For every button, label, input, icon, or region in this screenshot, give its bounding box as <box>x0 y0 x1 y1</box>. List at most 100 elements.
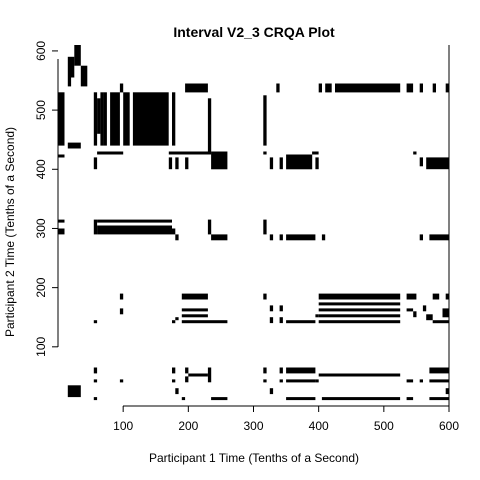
recurrence-block <box>74 45 81 66</box>
recurrence-block <box>211 234 228 241</box>
recurrence-block <box>419 234 423 241</box>
recurrence-block <box>318 308 401 312</box>
recurrence-block <box>263 95 267 146</box>
recurrence-block <box>58 92 65 146</box>
chart-title: Interval V2_3 CRQA Plot <box>173 24 335 40</box>
recurrence-block <box>429 367 449 374</box>
recurrence-block <box>175 388 179 395</box>
recurrence-block <box>279 305 283 312</box>
recurrence-block <box>432 320 449 324</box>
recurrence-block <box>188 373 208 377</box>
recurrence-block <box>269 317 274 324</box>
recurrence-block <box>172 320 176 324</box>
x-axis-label: Participant 1 Time (Tenths of a Second) <box>149 451 359 465</box>
recurrence-block <box>419 157 423 167</box>
recurrence-block <box>422 305 427 312</box>
recurrence-block <box>93 397 98 401</box>
y-tick-label: 600 <box>34 41 48 61</box>
recurrence-block <box>181 320 228 324</box>
recurrence-block <box>93 219 98 235</box>
recurrence-block <box>207 219 212 235</box>
recurrence-block <box>286 154 313 170</box>
recurrence-block <box>318 302 401 306</box>
recurrence-block <box>71 56 75 78</box>
recurrence-block <box>103 92 107 146</box>
recurrence-block <box>269 388 274 395</box>
x-tick-label: 100 <box>113 419 133 433</box>
recurrence-block <box>279 157 283 170</box>
recurrence-block <box>426 157 449 170</box>
plot-area <box>58 45 450 406</box>
recurrence-block <box>119 293 124 300</box>
recurrence-block <box>123 92 130 146</box>
recurrence-block <box>279 367 283 374</box>
recurrence-block <box>211 151 228 170</box>
recurrence-block <box>132 92 169 146</box>
recurrence-block <box>97 151 124 155</box>
recurrence-block <box>286 397 316 401</box>
recurrence-block <box>119 379 124 383</box>
recurrence-block <box>175 157 179 170</box>
recurrence-block <box>406 308 414 312</box>
recurrence-block <box>172 228 176 235</box>
recurrence-block <box>315 314 319 318</box>
recurrence-block <box>185 367 189 374</box>
recurrence-block <box>100 92 104 146</box>
recurrence-block <box>207 367 212 383</box>
recurrence-block <box>445 388 449 395</box>
recurrence-block <box>325 83 332 93</box>
recurrence-block <box>321 234 326 241</box>
recurrence-block <box>406 293 417 300</box>
recurrence-block <box>181 397 186 401</box>
recurrence-block <box>286 379 316 383</box>
recurrence-block <box>263 293 267 300</box>
y-tick-label: 400 <box>34 159 48 179</box>
recurrence-block <box>119 83 124 93</box>
recurrence-block <box>269 157 274 170</box>
recurrence-block <box>432 293 440 300</box>
recurrence-block <box>335 83 401 93</box>
y-tick-label: 500 <box>34 100 48 120</box>
recurrence-block <box>211 397 228 401</box>
recurrence-block <box>97 225 172 235</box>
recurrence-block <box>445 83 449 93</box>
recurrence-block <box>263 219 267 235</box>
recurrence-block <box>172 367 176 374</box>
recurrence-block <box>432 83 436 93</box>
y-axis-label: Participant 2 Time (Tenths of a Second) <box>3 127 17 337</box>
recurrence-block <box>321 397 401 401</box>
recurrence-block <box>445 293 449 300</box>
recurrence-block <box>185 376 189 383</box>
recurrence-block <box>318 320 401 324</box>
recurrence-block <box>413 311 417 318</box>
recurrence-block <box>67 56 72 87</box>
x-tick-label: 200 <box>178 419 198 433</box>
x-tick-label: 500 <box>374 419 394 433</box>
recurrence-block <box>429 397 449 401</box>
recurrence-block <box>172 92 176 146</box>
x-tick-label: 300 <box>243 419 263 433</box>
recurrence-block <box>119 308 124 315</box>
recurrence-block <box>279 379 283 383</box>
recurrence-block <box>67 385 81 398</box>
recurrence-block <box>413 151 417 155</box>
y-tick-label: 100 <box>34 336 48 356</box>
recurrence-block <box>168 157 173 170</box>
recurrence-block <box>80 77 88 87</box>
recurrence-block <box>419 83 423 93</box>
recurrence-block <box>168 151 212 155</box>
recurrence-block <box>286 320 316 324</box>
recurrence-block <box>67 142 81 149</box>
recurrence-block <box>93 157 98 170</box>
recurrence-block <box>263 367 267 374</box>
recurrence-block <box>58 228 65 235</box>
y-axis-ticks: 100 200 300 400 500 600 <box>34 41 58 357</box>
recurrence-block <box>406 83 414 93</box>
recurrence-block <box>93 367 98 374</box>
recurrence-block <box>406 379 414 383</box>
recurrence-block <box>181 308 208 312</box>
recurrence-block <box>312 151 319 155</box>
recurrence-block <box>286 367 316 374</box>
recurrence-block <box>426 314 433 321</box>
